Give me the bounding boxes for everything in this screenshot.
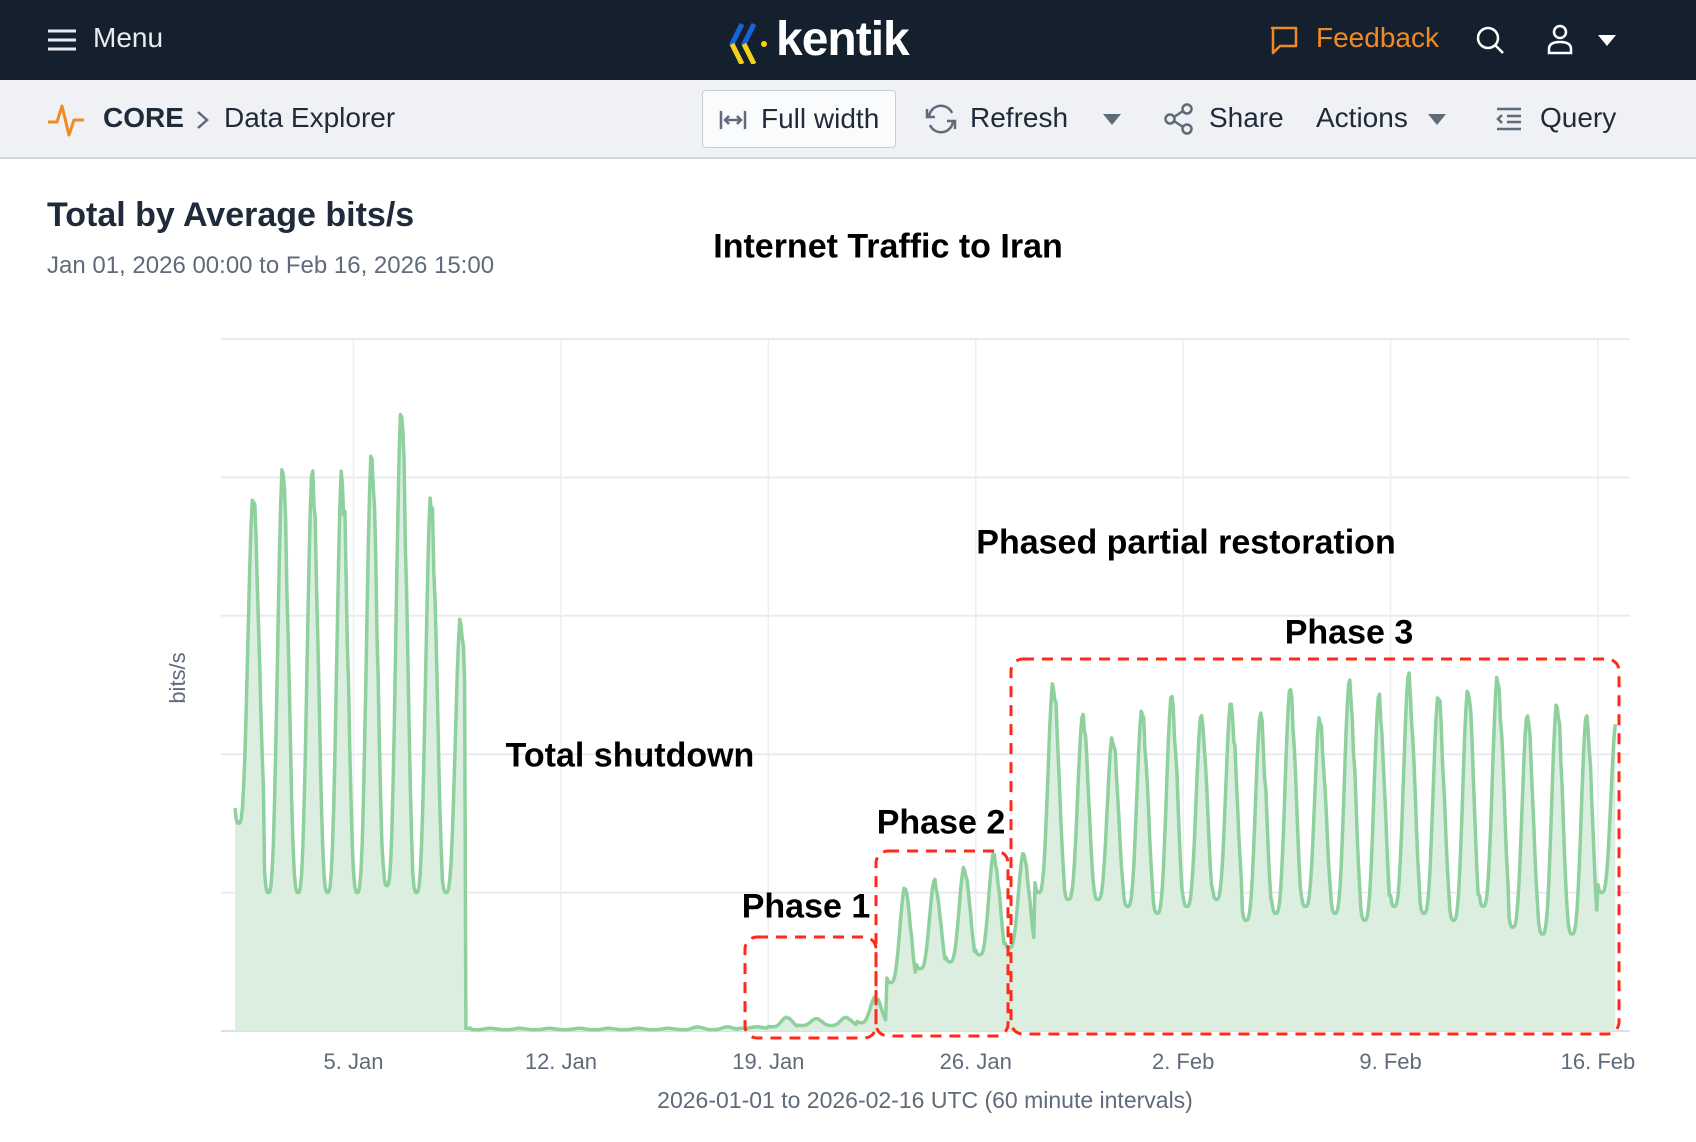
share-icon[interactable]	[1163, 102, 1195, 136]
x-tick-label: 9. Feb	[1359, 1049, 1422, 1074]
full-width-icon	[719, 111, 747, 129]
annotation-total-shutdown: Total shutdown	[505, 736, 755, 775]
full-width-button[interactable]: Full width	[702, 90, 896, 148]
annotation-phased-restoration: Phased partial restoration	[976, 523, 1396, 562]
breadcrumb-page: Data Explorer	[224, 102, 396, 133]
phase-1-box	[743, 935, 878, 1040]
panel-title: Total by Average bits/s	[47, 196, 415, 234]
menu-label: Menu	[93, 22, 164, 53]
feedback-label: Feedback	[1316, 22, 1439, 53]
hamburger-icon	[48, 29, 76, 51]
series-line	[233, 412, 1618, 1032]
y-axis-label: bits/s	[165, 652, 190, 704]
feedback-icon	[1270, 26, 1298, 55]
x-axis-label: 2026-01-01 to 2026-02-16 UTC (60 minute …	[657, 1087, 1193, 1113]
phase-2-box	[874, 849, 1010, 1038]
kentik-logo[interactable]: kentik	[728, 13, 938, 66]
pulse-icon	[48, 104, 84, 137]
refresh-options-caret-icon[interactable]	[1103, 114, 1121, 126]
phase-3-box	[1009, 657, 1621, 1036]
x-tick-label: 12. Jan	[524, 1049, 598, 1074]
chevron-right-icon	[197, 111, 209, 129]
breadcrumb-core[interactable]: CORE	[103, 102, 184, 133]
menu-button[interactable]: Menu	[46, 22, 176, 58]
refresh-button[interactable]: Refresh	[970, 102, 1069, 133]
toolbar: CORE Data Explorer Full width Refresh Sh…	[0, 80, 1696, 159]
x-tick-label: 16. Feb	[1560, 1049, 1636, 1074]
annotation-phase-1: Phase 1	[741, 887, 871, 926]
x-tick-label: 19. Jan	[732, 1049, 805, 1074]
series-area-fill	[235, 414, 1616, 1031]
logo-text: kentik	[776, 13, 910, 66]
share-button[interactable]: Share	[1209, 102, 1284, 133]
query-button[interactable]: Query	[1540, 102, 1617, 133]
feedback-button[interactable]: Feedback	[1270, 22, 1440, 58]
annotation-phase-3: Phase 3	[1284, 613, 1414, 652]
user-icon[interactable]	[1546, 23, 1574, 55]
x-tick-label: 26. Jan	[939, 1049, 1012, 1074]
x-tick-label: 2. Feb	[1151, 1049, 1215, 1074]
search-icon[interactable]	[1475, 25, 1505, 55]
top-nav: Menu kentik Feedback	[0, 0, 1696, 80]
panel-date-range: Jan 01, 2026 00:00 to Feb 16, 2026 15:00	[47, 252, 495, 279]
x-tick-label: 5. Jan	[323, 1049, 384, 1074]
actions-button[interactable]: Actions	[1316, 102, 1408, 133]
refresh-icon[interactable]	[924, 103, 958, 135]
user-menu-caret-icon[interactable]	[1598, 35, 1616, 47]
full-width-label: Full width	[761, 103, 880, 134]
chart-title: Internet Traffic to Iran	[713, 227, 1063, 266]
annotation-phase-2: Phase 2	[876, 803, 1006, 842]
kentik-mark-icon	[729, 22, 767, 64]
actions-caret-icon[interactable]	[1428, 114, 1446, 126]
query-icon[interactable]	[1495, 107, 1523, 131]
